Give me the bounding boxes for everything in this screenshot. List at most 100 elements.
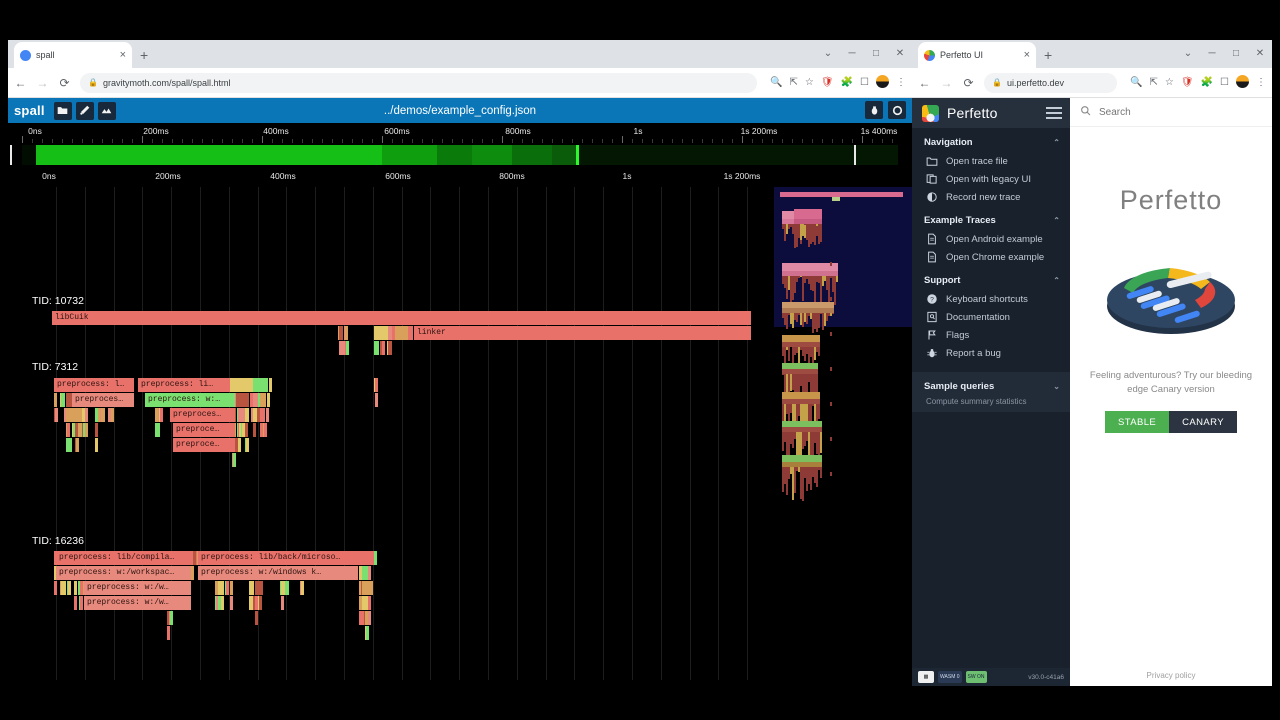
flame-block[interactable] xyxy=(269,378,273,392)
shield-icon[interactable]: 🛡 xyxy=(1180,77,1194,88)
search-input[interactable] xyxy=(1099,106,1262,118)
flame-block[interactable] xyxy=(73,423,77,437)
flame-block[interactable] xyxy=(339,341,343,355)
flame-block[interactable] xyxy=(264,423,268,437)
flame-block[interactable] xyxy=(366,626,369,640)
spall-tab-close-icon[interactable]: × xyxy=(119,48,126,61)
flame-block[interactable] xyxy=(395,326,408,340)
sidebar-item-flags[interactable]: Flags xyxy=(912,326,1070,344)
back-icon[interactable]: ← xyxy=(14,75,27,90)
flame-block[interactable] xyxy=(74,596,78,610)
star-icon[interactable]: ☆ xyxy=(1164,77,1174,88)
flame-block[interactable] xyxy=(235,378,253,392)
flame-block[interactable] xyxy=(232,453,236,467)
flame-block[interactable]: libCuik xyxy=(52,311,751,325)
flame-block[interactable] xyxy=(82,423,86,437)
perfetto-tabsearch-icon[interactable]: ⌄ xyxy=(1183,48,1193,59)
flame-block[interactable] xyxy=(254,596,258,610)
flame-block[interactable] xyxy=(68,581,72,595)
flame-block[interactable] xyxy=(260,581,264,595)
timeline-ruler-main[interactable]: 0ns 200ms 400ms 600ms 800ms 1s 1s 200ms xyxy=(8,169,912,187)
flame-block[interactable] xyxy=(259,393,267,407)
sidebar-item-record-new-trace[interactable]: Record new trace xyxy=(912,188,1070,206)
bar-chart-icon[interactable]: ▩ xyxy=(918,671,934,683)
wand-icon[interactable] xyxy=(75,101,94,120)
flame-block[interactable] xyxy=(78,581,82,595)
flame-block[interactable] xyxy=(191,566,195,580)
flame-block[interactable] xyxy=(166,611,170,625)
flame-block[interactable] xyxy=(253,423,257,437)
flame-block[interactable] xyxy=(281,581,285,595)
flame-block[interactable] xyxy=(54,393,57,407)
perfetto-tab-close-icon[interactable]: × xyxy=(1023,48,1030,61)
flame-block[interactable]: preprocess: li… xyxy=(138,378,230,392)
stable-button[interactable]: STABLE xyxy=(1105,411,1170,433)
flame-block[interactable] xyxy=(339,326,344,340)
spall-tab[interactable]: spall × xyxy=(14,42,132,68)
flame-block[interactable] xyxy=(253,596,257,610)
flame-block[interactable] xyxy=(109,408,113,422)
flame-block[interactable]: preprocess: w:/w… xyxy=(84,596,191,610)
flame-block[interactable] xyxy=(221,596,225,610)
flame-block[interactable] xyxy=(216,596,220,610)
flame-block[interactable] xyxy=(375,393,379,407)
flame-block[interactable]: linker xyxy=(414,326,751,340)
sidebar-item-open-chrome-example[interactable]: Open Chrome example xyxy=(912,248,1070,266)
flame-block[interactable] xyxy=(259,408,266,422)
search-bar[interactable] xyxy=(1070,98,1272,127)
flame-block[interactable] xyxy=(343,326,347,340)
flame-block[interactable] xyxy=(388,341,392,355)
flame-block[interactable] xyxy=(362,566,372,580)
flame-block[interactable] xyxy=(368,596,371,610)
forward-icon[interactable]: → xyxy=(940,75,953,90)
flame-block[interactable]: preprocess: l… xyxy=(54,378,134,392)
spall-url-input[interactable]: 🔒 gravitymoth.com/spall/spall.html xyxy=(80,72,758,93)
flame-block[interactable] xyxy=(55,408,59,422)
flame-block[interactable] xyxy=(218,596,222,610)
flame-block[interactable]: preproces… xyxy=(72,393,134,407)
share-icon[interactable]: ⇱ xyxy=(789,77,798,88)
flame-block[interactable] xyxy=(259,423,263,437)
flame-block[interactable] xyxy=(392,326,396,340)
perfetto-close-button[interactable]: ✕ xyxy=(1255,48,1265,59)
flame-block[interactable] xyxy=(80,596,84,610)
open-folder-icon[interactable] xyxy=(53,101,72,120)
zoom-icon[interactable]: 🔍 xyxy=(770,77,783,88)
flame-block[interactable] xyxy=(234,438,238,452)
flame-block[interactable] xyxy=(84,408,88,422)
flame-block[interactable] xyxy=(362,596,370,610)
flame-block[interactable] xyxy=(155,408,159,422)
flame-block[interactable] xyxy=(74,581,78,595)
flame-block[interactable] xyxy=(358,581,362,595)
flame-block[interactable] xyxy=(78,596,82,610)
sidebar-section-header[interactable]: Support ⌃ xyxy=(912,266,1070,290)
zoom-icon[interactable]: 🔍 xyxy=(1130,77,1143,88)
sidepanel-icon[interactable]: ☐ xyxy=(1220,77,1229,88)
canary-button[interactable]: CANARY xyxy=(1169,411,1237,433)
hamburger-icon[interactable] xyxy=(1046,104,1062,122)
overview-right-handle[interactable] xyxy=(854,145,856,165)
flame-block[interactable] xyxy=(358,596,362,610)
flame-block[interactable] xyxy=(65,408,79,422)
bug-icon[interactable] xyxy=(865,101,883,119)
flame-block[interactable] xyxy=(253,408,257,422)
flame-block[interactable] xyxy=(80,581,84,595)
flame-block[interactable] xyxy=(265,408,269,422)
flame-block[interactable] xyxy=(286,581,290,595)
flame-block[interactable]: preprocess: w:/workspac… xyxy=(56,566,191,580)
record-icon[interactable] xyxy=(888,101,906,119)
spall-minimize-button[interactable]: ─ xyxy=(848,48,856,59)
spall-new-tab-button[interactable]: + xyxy=(140,47,149,63)
flame-block[interactable] xyxy=(60,581,64,595)
flame-block[interactable] xyxy=(102,408,106,422)
timeline-ruler-top[interactable]: 0ns 200ms 400ms 600ms 800ms 1s 1s 200ms 1s 400m… xyxy=(8,123,912,143)
sidebar-item-open-trace-file[interactable]: Open trace file xyxy=(912,152,1070,170)
flame-block[interactable]: preprocess: w:… xyxy=(145,393,235,407)
sidebar-item-documentation[interactable]: Documentation xyxy=(912,308,1070,326)
sidebar-item-report-a-bug[interactable]: Report a bug xyxy=(912,344,1070,362)
flame-block[interactable] xyxy=(364,611,368,625)
flame-block[interactable] xyxy=(245,423,249,437)
flame-block[interactable] xyxy=(159,408,163,422)
flame-block[interactable] xyxy=(63,408,67,422)
flame-block[interactable] xyxy=(358,566,362,580)
